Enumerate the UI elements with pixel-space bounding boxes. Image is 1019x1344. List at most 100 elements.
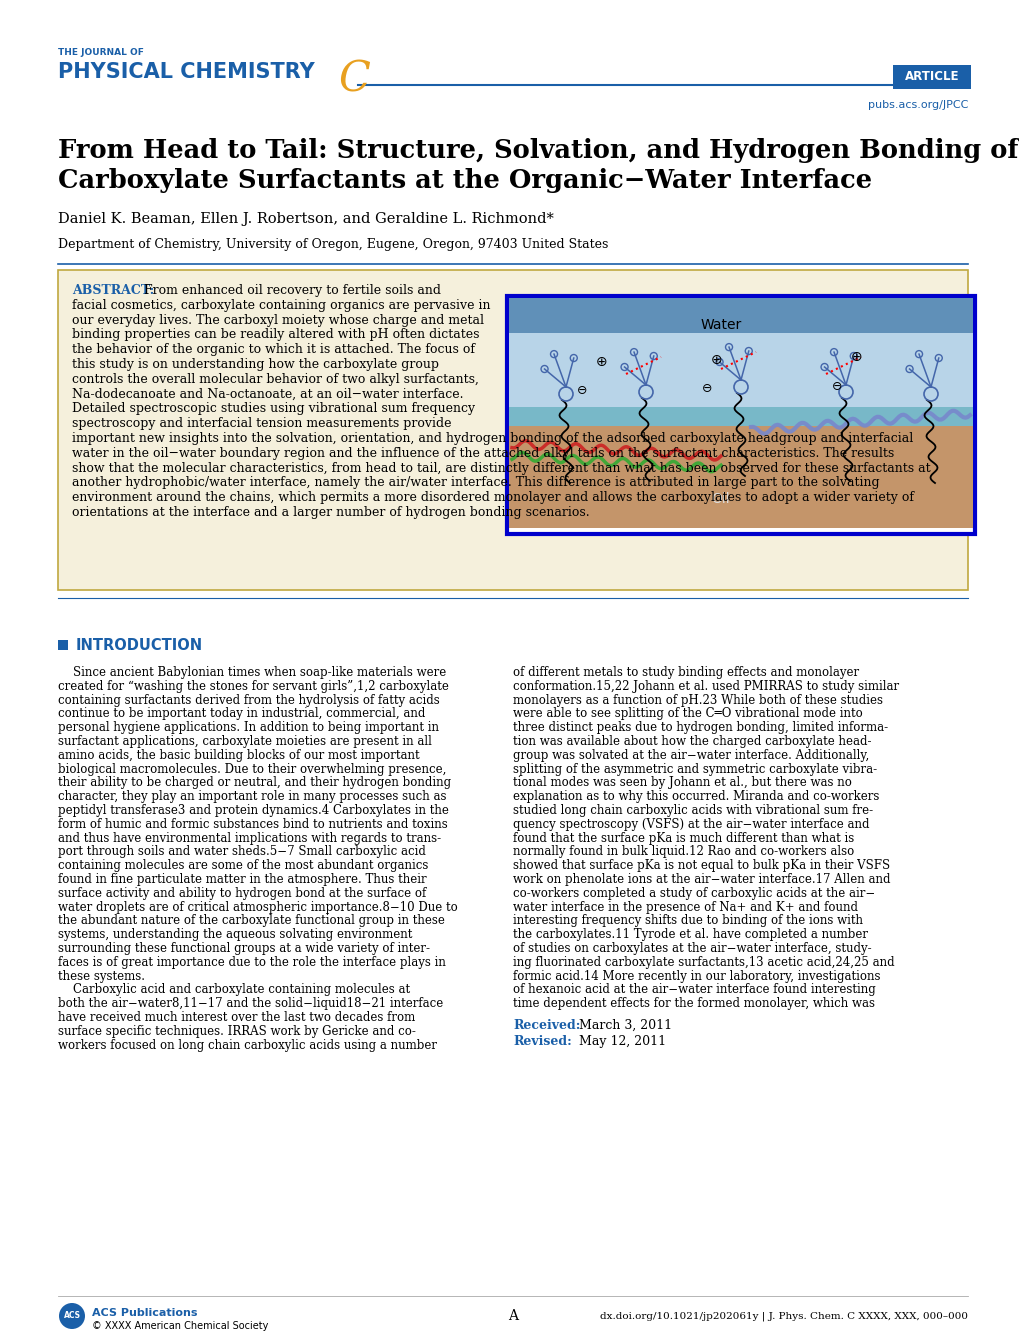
Text: Revised:: Revised: xyxy=(513,1035,572,1048)
Text: ⊕: ⊕ xyxy=(850,349,862,364)
Text: another hydrophobic/water interface, namely the air/water interface. This differ: another hydrophobic/water interface, nam… xyxy=(72,476,878,489)
Text: time dependent effects for the formed monolayer, which was: time dependent effects for the formed mo… xyxy=(513,997,874,1011)
Text: pubs.acs.org/JPCC: pubs.acs.org/JPCC xyxy=(867,99,967,110)
Text: showed that surface pKa is not equal to bulk pKa in their VSFS: showed that surface pKa is not equal to … xyxy=(513,859,890,872)
Text: PHYSICAL CHEMISTRY: PHYSICAL CHEMISTRY xyxy=(58,62,315,82)
Text: the behavior of the organic to which it is attached. The focus of: the behavior of the organic to which it … xyxy=(72,343,475,356)
Text: THE JOURNAL OF: THE JOURNAL OF xyxy=(58,48,144,56)
Text: created for “washing the stones for servant girls”,1,2 carboxylate: created for “washing the stones for serv… xyxy=(58,680,448,692)
Text: ⊖: ⊖ xyxy=(701,382,711,395)
FancyBboxPatch shape xyxy=(892,65,970,89)
Text: C: C xyxy=(337,58,370,99)
Text: biological macromolecules. Due to their overwhelming presence,: biological macromolecules. Due to their … xyxy=(58,762,446,775)
Text: controls the overall molecular behavior of two alkyl surfactants,: controls the overall molecular behavior … xyxy=(72,372,478,386)
Text: the abundant nature of the carboxylate functional group in these: the abundant nature of the carboxylate f… xyxy=(58,914,444,927)
FancyBboxPatch shape xyxy=(508,407,972,426)
FancyBboxPatch shape xyxy=(58,640,68,650)
Text: and thus have environmental implications with regards to trans-: and thus have environmental implications… xyxy=(58,832,440,844)
FancyBboxPatch shape xyxy=(506,296,974,534)
Text: Detailed spectroscopic studies using vibrational sum frequency: Detailed spectroscopic studies using vib… xyxy=(72,402,475,415)
Text: formic acid.14 More recently in our laboratory, investigations: formic acid.14 More recently in our labo… xyxy=(513,969,879,982)
Text: of hexanoic acid at the air−water interface found interesting: of hexanoic acid at the air−water interf… xyxy=(513,984,875,996)
Text: have received much interest over the last two decades from: have received much interest over the las… xyxy=(58,1011,415,1024)
Text: May 12, 2011: May 12, 2011 xyxy=(571,1035,665,1048)
Text: explanation as to why this occurred. Miranda and co-workers: explanation as to why this occurred. Mir… xyxy=(513,790,878,804)
Text: Water: Water xyxy=(700,319,741,332)
Text: ABSTRACT:: ABSTRACT: xyxy=(72,284,154,297)
Text: monolayers as a function of pH.23 While both of these studies: monolayers as a function of pH.23 While … xyxy=(513,694,882,707)
Text: ing fluorinated carboxylate surfactants,13 acetic acid,24,25 and: ing fluorinated carboxylate surfactants,… xyxy=(513,956,894,969)
Text: Received:: Received: xyxy=(513,1019,580,1032)
FancyBboxPatch shape xyxy=(58,270,967,590)
Text: were able to see splitting of the C═O vibrational mode into: were able to see splitting of the C═O vi… xyxy=(513,707,862,720)
Text: From enhanced oil recovery to fertile soils and: From enhanced oil recovery to fertile so… xyxy=(144,284,440,297)
Text: Carboxylate Surfactants at the Organic−Water Interface: Carboxylate Surfactants at the Organic−W… xyxy=(58,168,871,194)
Text: water interface in the presence of Na+ and K+ and found: water interface in the presence of Na+ a… xyxy=(513,900,857,914)
Text: personal hygiene applications. In addition to being important in: personal hygiene applications. In additi… xyxy=(58,722,438,734)
Text: spectroscopy and interfacial tension measurements provide: spectroscopy and interfacial tension mea… xyxy=(72,417,451,430)
Text: their ability to be charged or neutral, and their hydrogen bonding: their ability to be charged or neutral, … xyxy=(58,777,450,789)
Text: tional modes was seen by Johann et al., but there was no: tional modes was seen by Johann et al., … xyxy=(513,777,851,789)
Text: interesting frequency shifts due to binding of the ions with: interesting frequency shifts due to bind… xyxy=(513,914,862,927)
Text: surrounding these functional groups at a wide variety of inter-: surrounding these functional groups at a… xyxy=(58,942,430,956)
Text: March 3, 2011: March 3, 2011 xyxy=(571,1019,672,1032)
Circle shape xyxy=(59,1302,85,1329)
Text: ARTICLE: ARTICLE xyxy=(904,70,958,83)
Text: surfactant applications, carboxylate moieties are present in all: surfactant applications, carboxylate moi… xyxy=(58,735,431,749)
Text: ⊕: ⊕ xyxy=(710,353,722,367)
Text: studied long chain carboxylic acids with vibrational sum fre-: studied long chain carboxylic acids with… xyxy=(513,804,872,817)
Text: Na-dodecanoate and Na-octanoate, at an oil−water interface.: Na-dodecanoate and Na-octanoate, at an o… xyxy=(72,387,463,401)
Text: show that the molecular characteristics, from head to tail, are distinctly diffe: show that the molecular characteristics,… xyxy=(72,461,929,474)
Text: important new insights into the solvation, orientation, and hydrogen bonding of : important new insights into the solvatio… xyxy=(72,431,912,445)
Text: environment around the chains, which permits a more disordered monolayer and all: environment around the chains, which per… xyxy=(72,491,913,504)
Text: of studies on carboxylates at the air−water interface, study-: of studies on carboxylates at the air−wa… xyxy=(513,942,871,956)
Text: normally found in bulk liquid.12 Rao and co-workers also: normally found in bulk liquid.12 Rao and… xyxy=(513,845,854,859)
Text: these systems.: these systems. xyxy=(58,969,145,982)
Text: tion was available about how the charged carboxylate head-: tion was available about how the charged… xyxy=(513,735,870,749)
Text: both the air−water8,11−17 and the solid−liquid18−21 interface: both the air−water8,11−17 and the solid−… xyxy=(58,997,443,1011)
Text: continue to be important today in industrial, commercial, and: continue to be important today in indust… xyxy=(58,707,425,720)
Text: ACS: ACS xyxy=(63,1312,81,1321)
Text: the carboxylates.11 Tyrode et al. have completed a number: the carboxylates.11 Tyrode et al. have c… xyxy=(513,929,867,941)
Text: quency spectroscopy (VSFS) at the air−water interface and: quency spectroscopy (VSFS) at the air−wa… xyxy=(513,817,868,831)
Text: containing surfactants derived from the hydrolysis of fatty acids: containing surfactants derived from the … xyxy=(58,694,439,707)
Text: found that the surface pKa is much different than what is: found that the surface pKa is much diffe… xyxy=(513,832,854,844)
Text: faces is of great importance due to the role the interface plays in: faces is of great importance due to the … xyxy=(58,956,445,969)
Text: this study is on understanding how the carboxylate group: this study is on understanding how the c… xyxy=(72,358,438,371)
Text: surface activity and ability to hydrogen bond at the surface of: surface activity and ability to hydrogen… xyxy=(58,887,426,899)
Text: surface specific techniques. IRRAS work by Gericke and co-: surface specific techniques. IRRAS work … xyxy=(58,1024,416,1038)
Text: conformation.15,22 Johann et al. used PMIRRAS to study similar: conformation.15,22 Johann et al. used PM… xyxy=(513,680,898,692)
Text: A: A xyxy=(507,1309,518,1322)
Text: dx.doi.org/10.1021/jp202061y | J. Phys. Chem. C XXXX, XXX, 000–000: dx.doi.org/10.1021/jp202061y | J. Phys. … xyxy=(599,1312,967,1321)
FancyBboxPatch shape xyxy=(508,298,972,333)
Text: Daniel K. Beaman, Ellen J. Robertson, and Geraldine L. Richmond*: Daniel K. Beaman, Ellen J. Robertson, an… xyxy=(58,212,553,226)
Text: amino acids, the basic building blocks of our most important: amino acids, the basic building blocks o… xyxy=(58,749,419,762)
FancyBboxPatch shape xyxy=(508,419,972,528)
Text: From Head to Tail: Structure, Solvation, and Hydrogen Bonding of: From Head to Tail: Structure, Solvation,… xyxy=(58,138,1018,163)
Text: © XXXX American Chemical Society: © XXXX American Chemical Society xyxy=(92,1321,268,1331)
Text: Since ancient Babylonian times when soap-like materials were: Since ancient Babylonian times when soap… xyxy=(58,667,446,679)
Text: character, they play an important role in many processes such as: character, they play an important role i… xyxy=(58,790,446,804)
Text: Department of Chemistry, University of Oregon, Eugene, Oregon, 97403 United Stat: Department of Chemistry, University of O… xyxy=(58,238,607,251)
FancyBboxPatch shape xyxy=(508,298,972,421)
Text: work on phenolate ions at the air−water interface.17 Allen and: work on phenolate ions at the air−water … xyxy=(513,874,890,886)
Text: ⊖: ⊖ xyxy=(830,379,842,392)
Text: water droplets are of critical atmospheric importance.8−10 Due to: water droplets are of critical atmospher… xyxy=(58,900,458,914)
Text: binding properties can be readily altered with pH often dictates: binding properties can be readily altere… xyxy=(72,328,479,341)
Text: Carboxylic acid and carboxylate containing molecules at: Carboxylic acid and carboxylate containi… xyxy=(58,984,410,996)
Text: ⊕: ⊕ xyxy=(595,355,607,370)
Text: our everyday lives. The carboxyl moiety whose charge and metal: our everyday lives. The carboxyl moiety … xyxy=(72,313,484,327)
Text: port through soils and water sheds.5−7 Small carboxylic acid: port through soils and water sheds.5−7 S… xyxy=(58,845,426,859)
Text: ACS Publications: ACS Publications xyxy=(92,1308,198,1318)
Text: systems, understanding the aqueous solvating environment: systems, understanding the aqueous solva… xyxy=(58,929,412,941)
Text: three distinct peaks due to hydrogen bonding, limited informa-: three distinct peaks due to hydrogen bon… xyxy=(513,722,888,734)
Text: found in fine particulate matter in the atmosphere. Thus their: found in fine particulate matter in the … xyxy=(58,874,426,886)
Text: orientations at the interface and a larger number of hydrogen bonding scenarios.: orientations at the interface and a larg… xyxy=(72,505,589,519)
Text: form of humic and formic substances bind to nutrients and toxins: form of humic and formic substances bind… xyxy=(58,817,447,831)
Text: splitting of the asymmetric and symmetric carboxylate vibra-: splitting of the asymmetric and symmetri… xyxy=(513,762,876,775)
Text: facial cosmetics, carboxylate containing organics are pervasive in: facial cosmetics, carboxylate containing… xyxy=(72,298,490,312)
Text: co-workers completed a study of carboxylic acids at the air−: co-workers completed a study of carboxyl… xyxy=(513,887,874,899)
Text: of different metals to study binding effects and monolayer: of different metals to study binding eff… xyxy=(513,667,858,679)
Text: containing molecules are some of the most abundant organics: containing molecules are some of the mos… xyxy=(58,859,428,872)
Text: water in the oil−water boundary region and the influence of the attached alkyl t: water in the oil−water boundary region a… xyxy=(72,446,894,460)
